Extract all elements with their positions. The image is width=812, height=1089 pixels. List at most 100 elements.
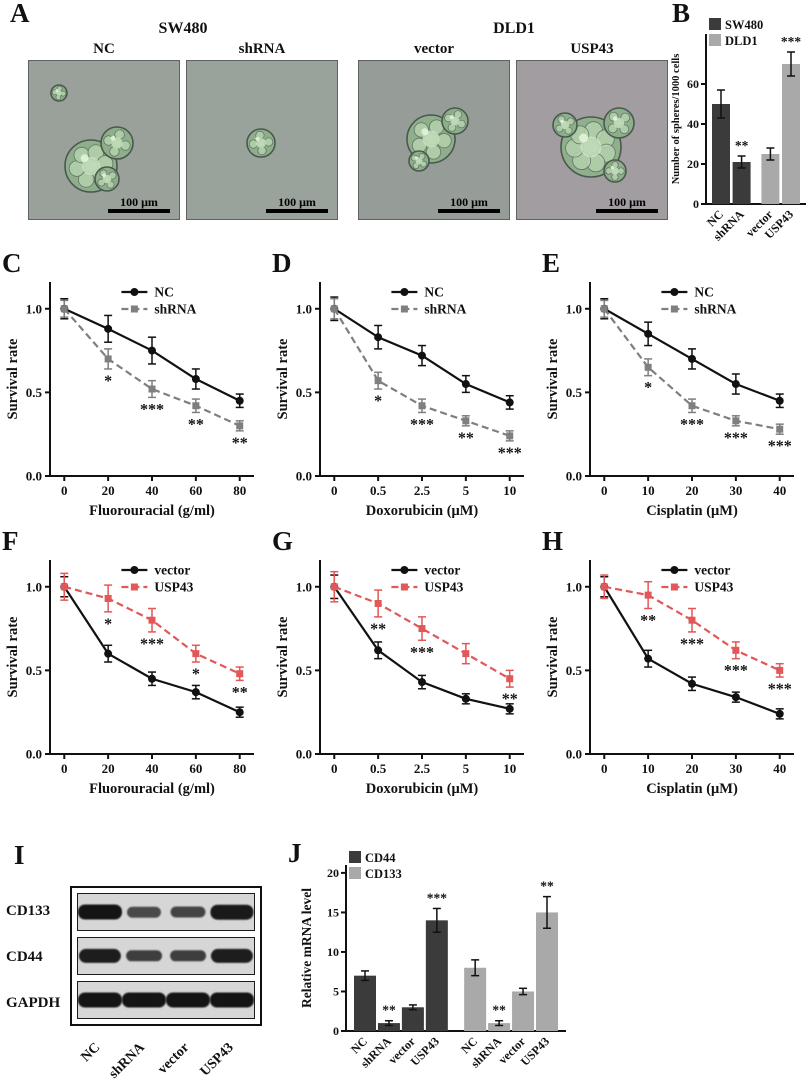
svg-text:*: * xyxy=(104,373,112,390)
svg-text:1.0: 1.0 xyxy=(296,579,312,594)
svg-text:1.0: 1.0 xyxy=(296,301,312,316)
panel-b-label: B xyxy=(672,0,691,28)
blot-band xyxy=(166,992,210,1008)
svg-text:Survival rate: Survival rate xyxy=(545,616,561,698)
blot-band xyxy=(122,992,166,1008)
svg-text:NC: NC xyxy=(694,285,714,300)
svg-text:20: 20 xyxy=(686,761,699,776)
svg-text:0.5: 0.5 xyxy=(296,385,313,400)
blot-lane-label: vector xyxy=(155,1040,192,1077)
svg-text:0.5: 0.5 xyxy=(26,385,43,400)
panel-i: I CD133 CD44 GAPDH NC shRNA vector USP43 xyxy=(0,840,290,1089)
blot-lane-labels: NC shRNA vector USP43 xyxy=(78,1040,237,1082)
panel-i-label: I xyxy=(14,840,25,870)
chart-h-survival-cisplatin: 0.0 0.5 1.0 0 10 20 30 40 Cisplatin (μM) Survival… xyxy=(545,560,794,797)
svg-text:**: ** xyxy=(502,691,518,708)
blot-row-label-gapdh: GAPDH xyxy=(6,995,61,1011)
panel-h-label: H xyxy=(542,526,564,556)
blot-row-label-cd133: CD133 xyxy=(6,903,51,919)
svg-text:20: 20 xyxy=(327,866,339,880)
blot-strip-gapdh xyxy=(77,981,255,1019)
svg-text:2.5: 2.5 xyxy=(414,761,431,776)
svg-text:0.0: 0.0 xyxy=(26,469,42,484)
svg-text:0: 0 xyxy=(331,483,338,498)
svg-text:Survival rate: Survival rate xyxy=(275,616,291,698)
scale-line xyxy=(438,209,500,213)
svg-text:***: *** xyxy=(724,663,748,680)
scale-bar: 100 μm xyxy=(596,196,658,213)
svg-text:***: *** xyxy=(724,430,748,447)
svg-text:USP43: USP43 xyxy=(424,580,463,595)
svg-text:1.0: 1.0 xyxy=(566,579,582,594)
svg-text:shRNA: shRNA xyxy=(694,302,736,317)
sphere-image-vector: 100 μm xyxy=(358,60,510,220)
blot-row-label-cd44: CD44 xyxy=(6,949,43,965)
svg-text:5: 5 xyxy=(463,483,470,498)
chart-f-survival-fluorouracil: 0.0 0.5 1.0 0 20 40 60 80 Fluorouracial (g/ml) Su… xyxy=(5,560,254,797)
svg-text:40: 40 xyxy=(146,761,159,776)
scale-bar: 100 μm xyxy=(266,196,328,213)
svg-text:*: * xyxy=(374,393,382,410)
svg-text:2.5: 2.5 xyxy=(414,483,431,498)
svg-text:1.0: 1.0 xyxy=(26,301,42,316)
svg-text:***: *** xyxy=(140,401,164,418)
svg-text:20: 20 xyxy=(687,157,699,171)
svg-text:***: *** xyxy=(410,416,434,433)
scale-bar: 100 μm xyxy=(108,196,170,213)
svg-text:vector: vector xyxy=(424,563,460,578)
panel-j-label: J xyxy=(288,838,302,868)
svg-text:0.0: 0.0 xyxy=(566,469,582,484)
svg-text:NC: NC xyxy=(424,285,444,300)
svg-text:0: 0 xyxy=(333,1024,339,1038)
panel-c-label: C xyxy=(2,248,22,278)
svg-text:**: ** xyxy=(540,879,554,894)
blot-band xyxy=(78,948,122,964)
svg-text:***: *** xyxy=(781,34,802,49)
svg-text:Survival rate: Survival rate xyxy=(5,616,21,698)
sphere-image-shrna: 100 μm xyxy=(186,60,338,220)
image-label-vector: vector xyxy=(414,41,454,57)
blot-lane-label: shRNA xyxy=(106,1040,148,1082)
svg-text:60: 60 xyxy=(189,761,202,776)
blot-band xyxy=(210,948,254,964)
svg-text:30: 30 xyxy=(729,483,742,498)
svg-text:***: *** xyxy=(140,636,164,653)
svg-text:*: * xyxy=(192,666,200,683)
blot-band xyxy=(126,950,162,962)
blot-strip-cd133 xyxy=(77,893,255,931)
svg-text:0.5: 0.5 xyxy=(566,663,583,678)
western-blot xyxy=(70,886,262,1026)
svg-text:0: 0 xyxy=(61,483,68,498)
svg-text:0.5: 0.5 xyxy=(26,663,43,678)
svg-text:40: 40 xyxy=(773,761,786,776)
svg-text:Fluorouracial (g/ml): Fluorouracial (g/ml) xyxy=(89,503,215,519)
panel-d-label: D xyxy=(272,248,292,278)
svg-text:**: ** xyxy=(735,138,749,153)
svg-text:Doxorubicin (μM): Doxorubicin (μM) xyxy=(366,781,479,797)
svg-text:0.5: 0.5 xyxy=(566,385,583,400)
scale-line xyxy=(108,209,170,213)
svg-text:*: * xyxy=(644,380,652,397)
svg-text:1.0: 1.0 xyxy=(566,301,582,316)
blot-lane-label: USP43 xyxy=(198,1040,237,1079)
panel-f-label: F xyxy=(2,526,19,556)
cellline-header-sw480: SW480 xyxy=(158,20,208,37)
svg-text:0: 0 xyxy=(331,761,338,776)
panel-e-label: E xyxy=(542,248,561,278)
svg-text:SW480: SW480 xyxy=(725,18,763,32)
chart-g-survival-doxorubicin: 0.0 0.5 1.0 0 0.5 2.5 5 10 Doxorubicin (μM) Survi… xyxy=(275,560,524,797)
image-label-nc: NC xyxy=(93,41,115,57)
panel-a-label: A xyxy=(10,0,30,28)
svg-text:***: *** xyxy=(498,445,522,462)
blot-band xyxy=(78,904,122,920)
svg-text:Doxorubicin (μM): Doxorubicin (μM) xyxy=(366,503,479,519)
image-label-shrna: shRNA xyxy=(238,41,286,57)
chart-c-survival-fluorouracil: 0.0 0.5 1.0 0 20 40 60 80 Fluorouracial (g/ml) Su… xyxy=(5,282,254,519)
svg-text:0.0: 0.0 xyxy=(296,469,312,484)
svg-text:0.5: 0.5 xyxy=(296,663,313,678)
cellline-header-dld1: DLD1 xyxy=(493,20,535,37)
image-label-usp43: USP43 xyxy=(570,41,614,57)
svg-text:0: 0 xyxy=(693,197,699,211)
svg-text:***: *** xyxy=(680,416,704,433)
